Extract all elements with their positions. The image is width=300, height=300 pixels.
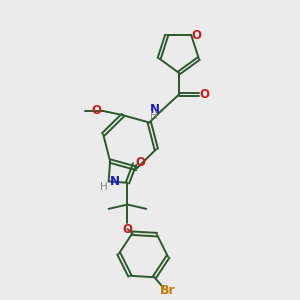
Text: Br: Br [160, 284, 175, 297]
Text: O: O [91, 104, 101, 117]
Text: N: N [150, 103, 160, 116]
Text: O: O [191, 28, 201, 42]
Text: H: H [150, 111, 158, 121]
Text: O: O [200, 88, 209, 101]
Text: O: O [122, 224, 132, 236]
Text: H: H [100, 182, 107, 192]
Text: N: N [110, 175, 120, 188]
Text: O: O [135, 156, 145, 169]
